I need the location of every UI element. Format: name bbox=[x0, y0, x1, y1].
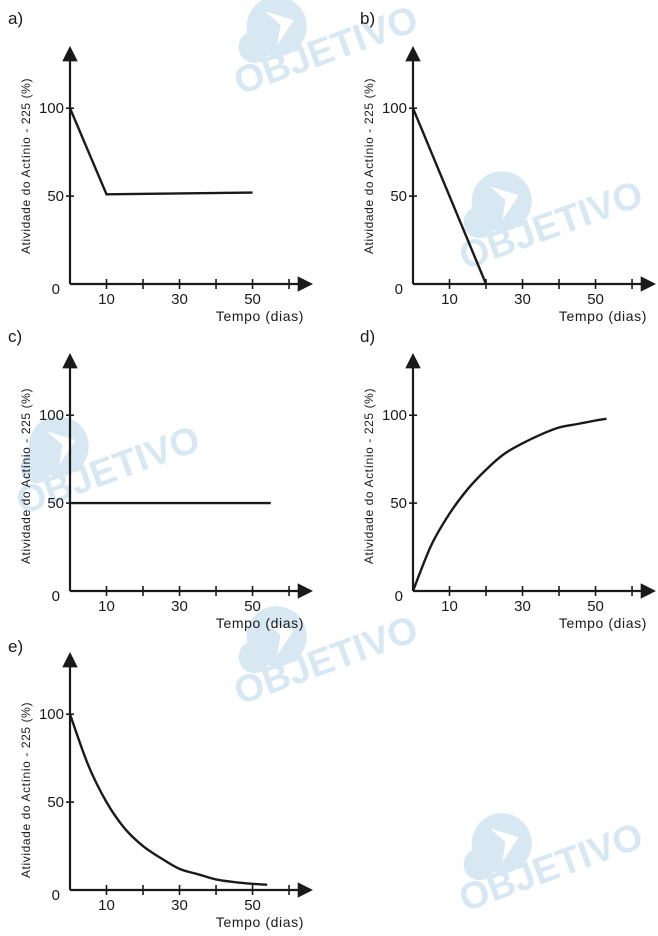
x-tick-label: 30 bbox=[514, 291, 531, 308]
series-line bbox=[411, 417, 607, 592]
x-tick-label: 30 bbox=[171, 897, 188, 914]
y-axis-title: Atividade do Actínio - 225 (%) bbox=[362, 78, 376, 254]
y-tick-label: 100 bbox=[39, 100, 64, 117]
chart-panel: d) 10 30 50 0 50 100 Tempo (dias) Atividade do A… bbox=[360, 327, 657, 631]
y-axis-title: Atividade do Actínio - 225 (%) bbox=[19, 702, 33, 878]
x-tick-label: 30 bbox=[171, 598, 188, 615]
x-tick-label: 50 bbox=[587, 598, 604, 615]
x-tick-label: 50 bbox=[244, 291, 261, 308]
y-tick-label: 0 bbox=[52, 281, 60, 298]
y-tick-label: 0 bbox=[52, 588, 60, 605]
x-tick-label: 30 bbox=[514, 598, 531, 615]
x-tick-label: 10 bbox=[98, 897, 115, 914]
y-axis-title: Atividade do Actínio - 225 (%) bbox=[19, 78, 33, 254]
y-tick-label: 0 bbox=[395, 281, 403, 298]
y-tick-label: 50 bbox=[47, 495, 64, 512]
panel-label: a) bbox=[8, 9, 23, 28]
watermark: OBJETIVO bbox=[229, 606, 424, 713]
objetivo-logo-icon bbox=[463, 813, 532, 881]
panel-label: b) bbox=[360, 9, 375, 28]
y-tick-label: 0 bbox=[52, 887, 60, 904]
y-axis-title: Atividade do Actínio - 225 (%) bbox=[19, 388, 33, 564]
x-axis-title: Tempo (dias) bbox=[216, 914, 304, 930]
x-axis-title: Tempo (dias) bbox=[216, 615, 304, 631]
y-tick-label: 50 bbox=[390, 188, 407, 205]
panel-label: e) bbox=[8, 637, 23, 656]
x-axis-title: Tempo (dias) bbox=[559, 615, 647, 631]
series-line bbox=[68, 107, 253, 196]
x-axis-title: Tempo (dias) bbox=[216, 308, 304, 324]
y-tick-label: 50 bbox=[47, 794, 64, 811]
x-axis-title: Tempo (dias) bbox=[559, 308, 647, 324]
y-tick-label: 100 bbox=[39, 407, 64, 424]
series-line bbox=[68, 713, 268, 886]
x-tick-label: 10 bbox=[441, 598, 458, 615]
chart-panel: b) 10 30 50 0 50 100 Tempo (dias) Atividade do A… bbox=[360, 9, 657, 324]
y-axis-title: Atividade do Actínio - 225 (%) bbox=[362, 388, 376, 564]
chart-panel: a) 10 30 50 0 50 100 Tempo (dias) Atividade do A… bbox=[8, 9, 314, 324]
x-tick-label: 50 bbox=[244, 598, 261, 615]
watermark: OBJETIVO bbox=[454, 813, 649, 920]
x-tick-label: 30 bbox=[171, 291, 188, 308]
y-tick-label: 100 bbox=[382, 407, 407, 424]
objetivo-logo-icon bbox=[238, 606, 307, 674]
panel-label: c) bbox=[8, 327, 22, 346]
watermark: OBJETIVO bbox=[229, 0, 424, 103]
chart-panel: c) 10 30 50 0 50 100 Tempo (dias) Atividade do A… bbox=[8, 327, 314, 631]
series-line bbox=[411, 107, 488, 285]
y-tick-label: 100 bbox=[382, 100, 407, 117]
watermark: OBJETIVO bbox=[454, 171, 649, 278]
x-tick-label: 10 bbox=[441, 291, 458, 308]
x-tick-label: 50 bbox=[587, 291, 604, 308]
x-tick-label: 10 bbox=[98, 598, 115, 615]
x-tick-label: 50 bbox=[244, 897, 261, 914]
x-tick-label: 10 bbox=[98, 291, 115, 308]
objetivo-logo-icon bbox=[463, 171, 532, 239]
chart-panel: e) 10 30 50 0 50 100 Tempo (dias) Atividade do A… bbox=[8, 637, 314, 930]
panel-label: d) bbox=[360, 327, 375, 346]
objetivo-logo-icon bbox=[238, 0, 307, 64]
objetivo-logo-icon bbox=[20, 416, 89, 484]
y-tick-label: 50 bbox=[47, 188, 64, 205]
y-tick-label: 100 bbox=[39, 706, 64, 723]
y-tick-label: 0 bbox=[395, 588, 403, 605]
y-tick-label: 50 bbox=[390, 495, 407, 512]
